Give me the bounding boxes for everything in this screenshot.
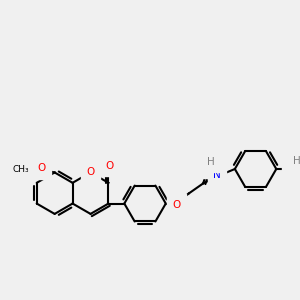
Text: CH₃: CH₃ — [13, 165, 30, 174]
Text: O: O — [172, 200, 181, 210]
Text: O: O — [204, 163, 212, 172]
Text: H: H — [207, 157, 215, 167]
Text: N: N — [213, 170, 221, 180]
Text: H: H — [293, 156, 300, 166]
Text: O: O — [86, 167, 95, 178]
Text: O: O — [38, 164, 46, 173]
Text: O: O — [287, 164, 296, 173]
Text: O: O — [105, 160, 113, 170]
